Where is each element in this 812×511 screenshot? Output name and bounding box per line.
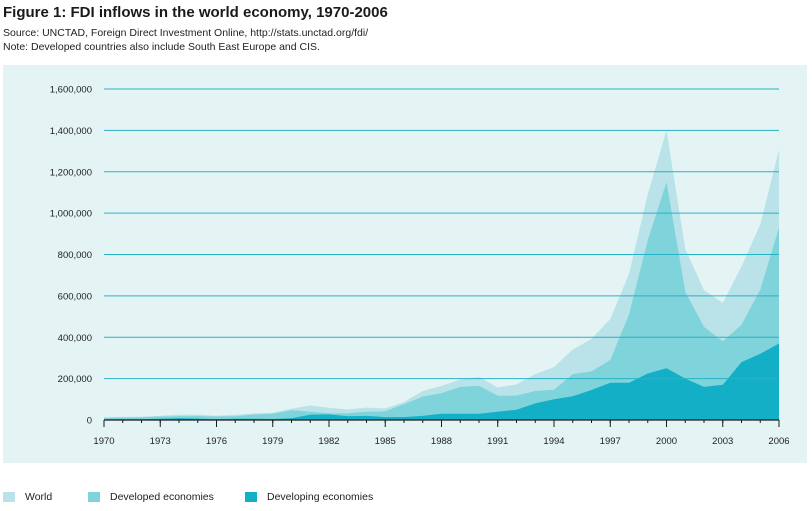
x-tick-label: 1970 — [93, 436, 114, 447]
y-tick-label: 400,000 — [58, 333, 92, 344]
legend-swatch-developing — [245, 492, 257, 502]
y-tick-label: 200,000 — [58, 374, 92, 385]
page-title: Figure 1: FDI inflows in the world econo… — [3, 4, 388, 21]
source-note: Source: UNCTAD, Foreign Direct Investmen… — [3, 27, 369, 39]
legend-label-developing: Developing economies — [267, 491, 374, 503]
y-tick-label: 600,000 — [58, 291, 92, 302]
area-series-world — [104, 130, 779, 420]
x-tick-label: 2006 — [768, 436, 789, 447]
x-tick-label: 1997 — [600, 436, 621, 447]
x-tick-label: 1994 — [543, 436, 564, 447]
x-tick-label: 1982 — [318, 436, 339, 447]
x-tick-label: 1991 — [487, 436, 508, 447]
footnote: Note: Developed countries also include S… — [3, 41, 320, 53]
area-series-developed-economies — [104, 182, 779, 420]
legend-item-world: World — [3, 491, 52, 503]
legend-item-developing: Developing economies — [245, 491, 373, 503]
y-tick-label: 1,200,000 — [50, 167, 92, 178]
legend-swatch-world — [3, 492, 15, 502]
legend-label-world: World — [25, 491, 53, 503]
x-tick-label: 1976 — [206, 436, 227, 447]
x-tick-label: 1988 — [431, 436, 452, 447]
y-tick-label: 1,400,000 — [50, 126, 92, 137]
area-series-developing-economies — [104, 343, 779, 420]
fdi-area-chart: 0 200,000 400,000 600,000 800,000 1,000,000 1,… — [50, 85, 790, 448]
y-tick-label: 0 — [87, 416, 92, 427]
x-tick-label: 1973 — [150, 436, 171, 447]
x-tick-label: 1979 — [262, 436, 283, 447]
y-tick-label: 1,600,000 — [50, 85, 92, 96]
legend-label-developed: Developed economies — [110, 491, 214, 503]
x-tick-label: 1985 — [375, 436, 396, 447]
x-tick-label: 2000 — [656, 436, 677, 447]
legend-item-developed: Developed economies — [88, 491, 214, 503]
y-tick-label: 800,000 — [58, 250, 92, 261]
x-tick-label: 2003 — [712, 436, 733, 447]
legend-swatch-developed — [88, 492, 100, 502]
y-tick-label: 1,000,000 — [50, 209, 92, 220]
